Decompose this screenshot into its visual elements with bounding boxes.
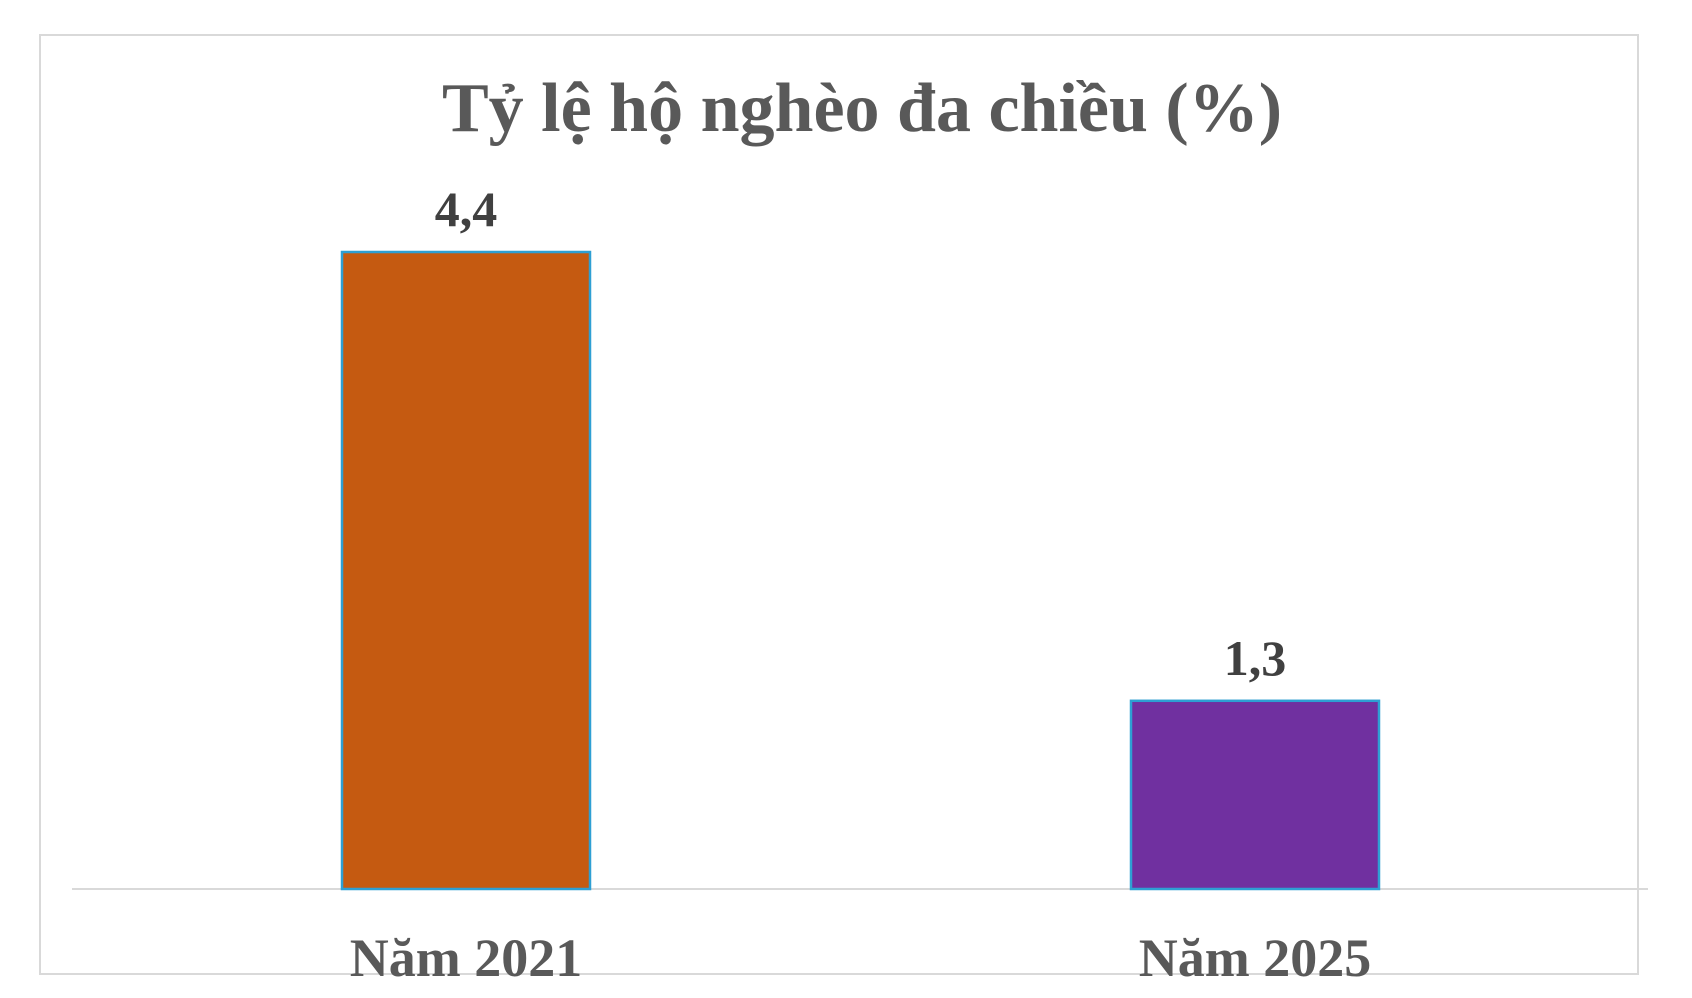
chart-title: Tỷ lệ hộ nghèo đa chiều (%) [442, 70, 1282, 147]
data-labels-layer: 4,4 1,3 [435, 181, 1287, 686]
bars-layer [340, 250, 1381, 891]
bar-2 [1129, 699, 1381, 891]
x-tick-labels-layer: Năm 2021 Năm 2025 [350, 928, 1371, 988]
x-tick-label-1: Năm 2021 [350, 928, 582, 988]
x-tick-label-2: Năm 2025 [1139, 928, 1371, 988]
data-label-1: 4,4 [435, 181, 498, 237]
data-label-2: 1,3 [1224, 630, 1287, 686]
bar-1 [340, 250, 592, 891]
